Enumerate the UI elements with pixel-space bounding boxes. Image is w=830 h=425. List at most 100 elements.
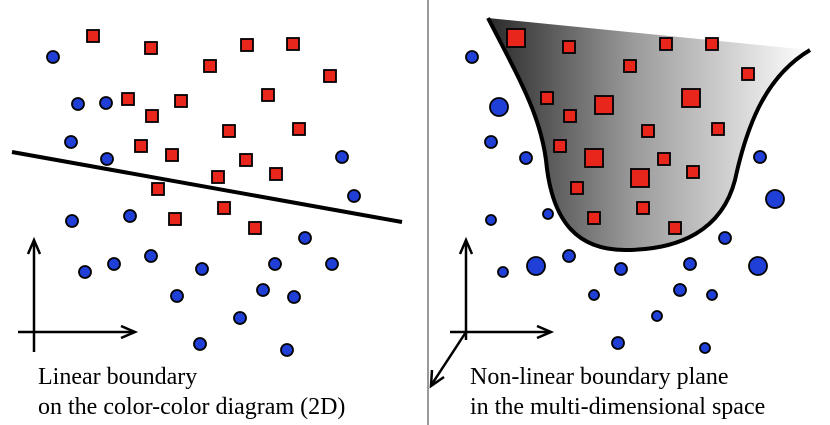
blue-circle-marker xyxy=(753,150,767,164)
red-square-marker xyxy=(248,221,262,235)
red-square-marker xyxy=(563,109,577,123)
blue-circle-marker xyxy=(195,262,209,276)
blue-circle-marker xyxy=(562,249,576,263)
blue-circle-marker xyxy=(611,336,625,350)
blue-circle-marker xyxy=(64,135,78,149)
red-square-marker xyxy=(168,212,182,226)
blue-circle-marker xyxy=(651,310,663,322)
blue-circle-marker xyxy=(526,256,546,276)
blue-circle-marker xyxy=(298,231,312,245)
red-square-marker xyxy=(636,201,650,215)
left-panel xyxy=(11,29,403,357)
nonlinear-boundary-edge xyxy=(486,17,812,253)
blue-circle-marker xyxy=(99,96,113,110)
blue-circle-marker xyxy=(497,266,509,278)
blue-circle-marker xyxy=(465,50,479,64)
blue-circle-marker xyxy=(287,290,301,304)
right-blue-circles xyxy=(465,50,785,354)
red-square-marker xyxy=(553,139,567,153)
blue-circle-marker xyxy=(335,150,349,164)
red-square-marker xyxy=(145,109,159,123)
blue-circle-marker xyxy=(256,283,270,297)
blue-circle-marker xyxy=(542,208,554,220)
blue-circle-marker xyxy=(107,257,121,271)
right-z-axis xyxy=(430,331,468,385)
blue-circle-marker xyxy=(193,337,207,351)
red-square-marker xyxy=(134,139,148,153)
red-square-marker xyxy=(506,28,526,48)
red-square-marker xyxy=(657,152,671,166)
red-square-marker xyxy=(587,211,601,225)
red-square-marker xyxy=(86,29,100,43)
blue-circle-marker xyxy=(268,257,282,271)
right-z-arrowhead xyxy=(429,369,445,389)
red-square-marker xyxy=(239,153,253,167)
left-caption: Linear boundary on the color-color diagr… xyxy=(38,362,345,422)
red-square-marker xyxy=(584,148,604,168)
blue-circle-marker xyxy=(765,189,785,209)
left-caption-line2: on the color-color diagram (2D) xyxy=(38,394,346,420)
red-square-marker xyxy=(668,221,682,235)
red-square-marker xyxy=(165,148,179,162)
left-y-arrowhead xyxy=(26,236,42,255)
red-square-marker xyxy=(594,95,614,115)
right-x-arrowhead xyxy=(536,324,555,340)
blue-circle-marker xyxy=(280,343,294,357)
red-square-marker xyxy=(741,67,755,81)
red-square-marker xyxy=(174,94,188,108)
right-y-arrowhead xyxy=(458,236,474,255)
left-red-squares xyxy=(86,29,337,235)
blue-circle-marker xyxy=(673,283,687,297)
blue-circle-marker xyxy=(718,231,732,245)
blue-circle-marker xyxy=(233,311,247,325)
blue-circle-marker xyxy=(519,151,533,165)
blue-circle-marker xyxy=(614,262,628,276)
blue-circle-marker xyxy=(485,214,497,226)
blue-circle-marker xyxy=(123,209,137,223)
blue-circle-marker xyxy=(78,265,92,279)
blue-circle-marker xyxy=(170,289,184,303)
red-square-marker xyxy=(151,182,165,196)
blue-circle-marker xyxy=(347,189,361,203)
blue-circle-marker xyxy=(100,152,114,166)
left-x-arrowhead xyxy=(120,324,139,340)
left-blue-circles xyxy=(46,50,361,357)
right-panel xyxy=(429,17,812,389)
blue-circle-marker xyxy=(748,256,768,276)
red-square-marker xyxy=(681,88,701,108)
blue-circle-marker xyxy=(325,257,339,271)
red-square-marker xyxy=(261,88,275,102)
red-square-marker xyxy=(222,124,236,138)
red-square-marker xyxy=(630,168,650,188)
blue-circle-marker xyxy=(46,50,60,64)
red-square-marker xyxy=(570,181,584,195)
red-square-marker xyxy=(240,38,254,52)
blue-circle-marker xyxy=(683,257,697,271)
red-square-marker xyxy=(203,59,217,73)
red-square-marker xyxy=(562,40,576,54)
right-caption-line1: Non-linear boundary plane xyxy=(470,364,729,390)
red-square-marker xyxy=(711,122,725,136)
left-axes xyxy=(18,236,139,352)
right-axes xyxy=(429,236,555,389)
blue-circle-marker xyxy=(71,97,85,111)
red-square-marker xyxy=(144,41,158,55)
red-square-marker xyxy=(211,170,225,184)
red-square-marker xyxy=(686,165,700,179)
blue-circle-marker xyxy=(489,97,509,117)
red-square-marker xyxy=(121,92,135,106)
blue-circle-marker xyxy=(706,289,718,301)
red-square-marker xyxy=(641,124,655,138)
right-red-squares xyxy=(506,28,755,235)
red-square-marker xyxy=(286,37,300,51)
blue-circle-marker xyxy=(699,342,711,354)
blue-circle-marker xyxy=(588,289,600,301)
red-square-marker xyxy=(623,59,637,73)
blue-circle-marker xyxy=(144,249,158,263)
blue-circle-marker xyxy=(65,214,79,228)
right-caption-line2: in the multi-dimensional space xyxy=(470,394,766,420)
red-square-marker xyxy=(269,167,283,181)
red-square-marker xyxy=(323,69,337,83)
blue-circle-marker xyxy=(484,135,498,149)
